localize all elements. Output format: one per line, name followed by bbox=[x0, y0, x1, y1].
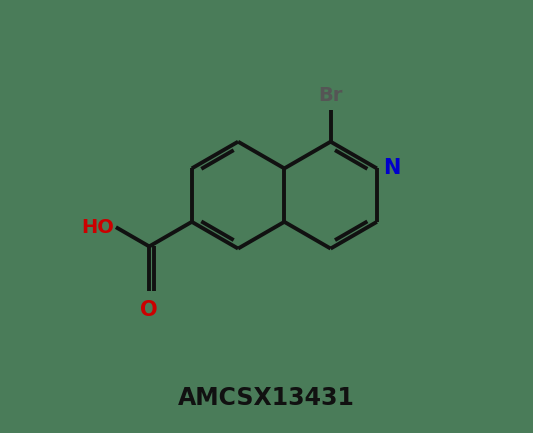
Text: Br: Br bbox=[318, 85, 343, 104]
Text: AMCSX13431: AMCSX13431 bbox=[178, 386, 355, 410]
Text: O: O bbox=[140, 300, 158, 320]
Text: HO: HO bbox=[81, 218, 114, 237]
Text: N: N bbox=[383, 158, 401, 178]
